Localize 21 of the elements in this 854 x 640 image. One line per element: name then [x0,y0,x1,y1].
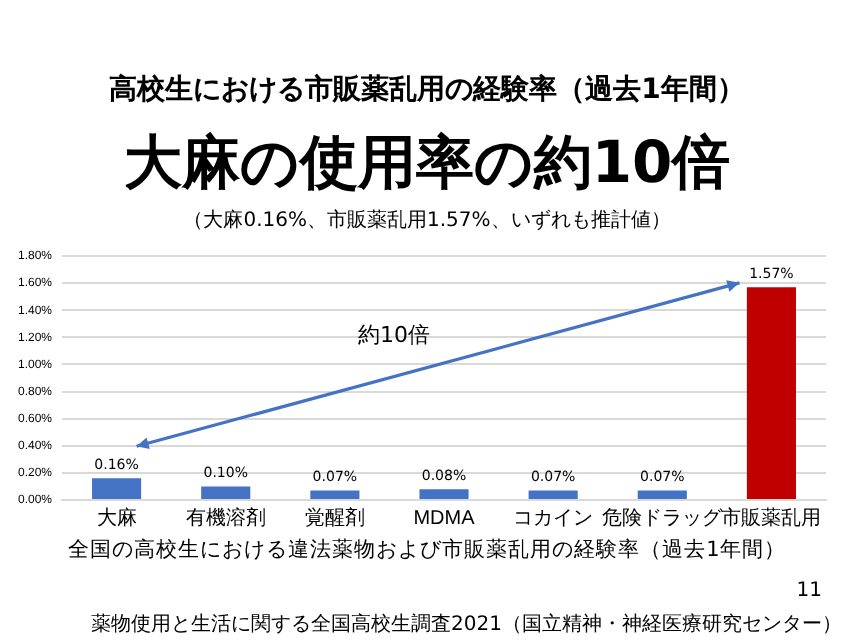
text: 全国の高校生における違法薬物および市販薬乱用の経験率（過去1年間） [66,536,788,564]
x-tick-label: 有機溶剤 [185,505,266,530]
chart-subtitle: 大麻の使用率の約10倍 [121,126,733,200]
text: （大麻0.16%、市販薬乱用1.57%、いずれも推計値） [181,207,673,234]
bar [637,490,687,499]
x-tick-label: 危険ドラッグ [602,505,725,530]
text: 薬物使用と生活に関する全国高校生調査2021（国立精神・神経医療研究センター） [91,611,842,638]
annotation: 約10倍 [358,320,430,351]
chart-title: 高校生における市販薬乱用の経験率（過去1年間） [107,72,747,108]
x-tick-label: 市販薬乱用 [721,505,822,530]
bar [310,490,360,499]
bar [419,489,469,499]
bar [201,486,251,499]
bar [92,478,142,499]
x-tick-label: MDMA [413,507,476,530]
x-tick-label: 大麻 [96,505,137,530]
x-tick-label: 覚醒剤 [304,505,365,530]
text: 11 [796,580,822,602]
bar [746,287,796,499]
x-tick-label: コカイン [513,507,594,530]
bar [528,490,578,499]
